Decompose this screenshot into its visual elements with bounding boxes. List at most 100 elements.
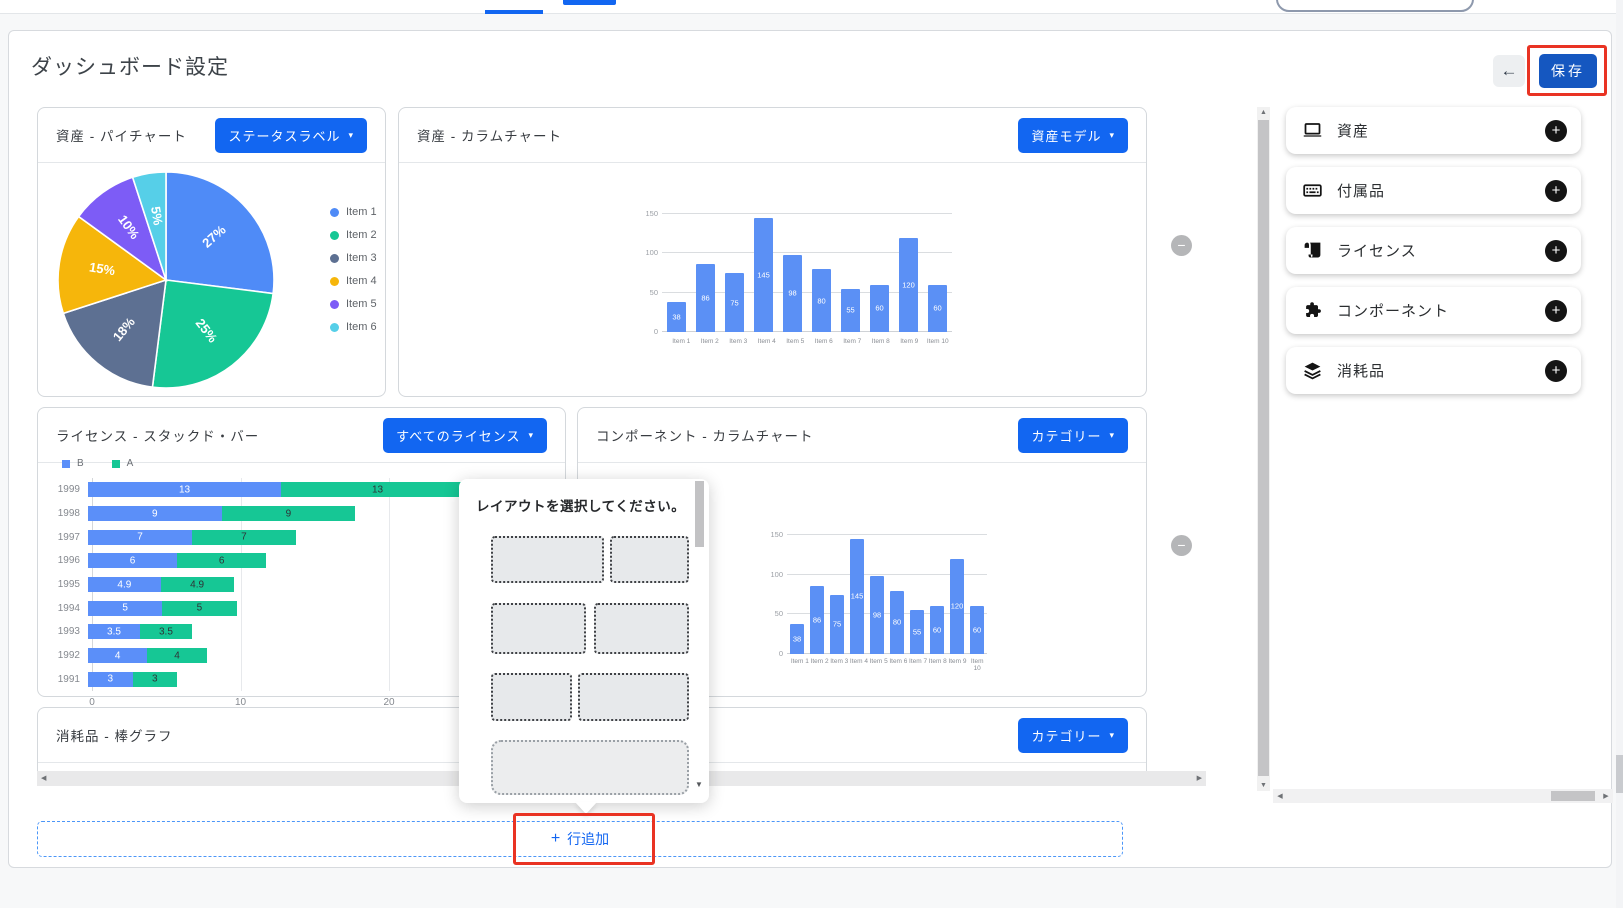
bar-category-label: Item 3 [830, 658, 849, 665]
bar-value-label: 3 [107, 673, 114, 685]
sidebar-horizontal-scrollbar[interactable]: ◀ ▶ [1273, 789, 1613, 803]
bar: 60 [928, 284, 947, 332]
bar-category-label: Item 7 [909, 658, 928, 665]
axis-tick-label: 150 [645, 209, 658, 218]
add-licenses-widget-button[interactable]: + [1545, 239, 1567, 262]
add-components-widget-button[interactable]: + [1545, 299, 1567, 322]
grid-line [662, 252, 952, 254]
save-button[interactable]: 保存 [1539, 54, 1597, 88]
legend-item: Item 5 [330, 298, 377, 310]
asset-model-dropdown[interactable]: 資産モデル ▾ [1018, 117, 1128, 153]
laptop-icon [1303, 123, 1322, 137]
scroll-up-icon[interactable]: ▲ [1260, 109, 1267, 116]
panel-assets-pie: 資産 - パイチャート ステータスラベル ▾ 27% 25% 18% 15% 10% 5%… [37, 107, 386, 397]
scroll-down-icon[interactable]: ▼ [695, 780, 703, 789]
page-title: ダッシュボード設定 [31, 56, 229, 79]
bar-value-label: 3.5 [159, 626, 173, 638]
bar: 38 [790, 623, 804, 654]
grid-line [662, 291, 952, 293]
layout-option-box[interactable] [609, 536, 689, 583]
bar: 55 [910, 610, 924, 654]
bar-category-label: Item 2 [700, 338, 719, 345]
bar: 86 [810, 585, 824, 654]
scrollbar-thumb[interactable] [1551, 791, 1595, 801]
legend-dot [330, 207, 339, 217]
search-input[interactable] [1276, 0, 1474, 12]
sidebar-item-licenses[interactable]: ライセンス + [1286, 227, 1581, 274]
scrollbar-thumb[interactable] [1258, 120, 1269, 776]
sidebar-item-accessories[interactable]: 付属品 + [1286, 167, 1581, 214]
grid-line [662, 213, 952, 214]
bar-segment: 13 [88, 482, 282, 498]
panel-title: 資産 - カラムチャート [417, 129, 562, 144]
bar: 60 [870, 284, 889, 332]
axis-tick-label: 1996 [57, 555, 80, 567]
bar: 75 [830, 594, 844, 654]
remove-row-2-button[interactable]: − [1171, 535, 1192, 556]
bar-category-label: Item 8 [871, 338, 890, 345]
layout-option-box[interactable] [593, 603, 689, 654]
axis-tick-label: 100 [770, 569, 783, 579]
all-licenses-dropdown[interactable]: すべてのライセンス ▾ [383, 417, 547, 453]
bar-segment: 9 [88, 506, 222, 522]
popup-pointer [575, 802, 597, 814]
popup-scrollbar[interactable]: ▼ [695, 481, 704, 789]
scroll-right-icon[interactable]: ▶ [1196, 775, 1202, 782]
grid-line [662, 331, 952, 332]
category-dropdown[interactable]: カテゴリー ▾ [1018, 717, 1128, 753]
grid-line [787, 613, 987, 615]
grid-line [240, 478, 242, 692]
legend-dot [330, 253, 339, 263]
back-button[interactable]: ← [1493, 55, 1525, 87]
legend-dot [330, 299, 339, 309]
axis-tick-label: 1998 [57, 508, 80, 520]
bars: 38 86 75 145 98 80 55 60 120 60 [787, 538, 990, 654]
layout-option-box[interactable] [578, 673, 689, 721]
bar-segment: 3 [132, 671, 178, 687]
sidebar-item-consumables[interactable]: 消耗品 + [1286, 347, 1581, 394]
legend-dot [330, 230, 339, 240]
scroll-left-icon[interactable]: ◀ [41, 775, 47, 782]
bar-category-label: Item 9 [900, 338, 919, 345]
scroll-left-icon[interactable]: ◀ [1277, 793, 1283, 800]
partial-tab-button[interactable] [563, 0, 616, 5]
legend-label: Item 1 [346, 206, 377, 218]
sidebar-item-components[interactable]: コンポーネント + [1286, 287, 1581, 334]
layout-option-box[interactable] [491, 603, 587, 654]
add-assets-widget-button[interactable]: + [1545, 119, 1567, 142]
legend-label: A [126, 458, 134, 469]
add-consumables-widget-button[interactable]: + [1545, 359, 1567, 382]
status-label-dropdown[interactable]: ステータスラベル ▾ [215, 117, 367, 153]
plus-icon: + [1551, 361, 1561, 379]
category-dropdown[interactable]: カテゴリー ▾ [1018, 417, 1128, 453]
bar-value-label: 38 [792, 634, 802, 644]
scrollbar-thumb[interactable] [1616, 755, 1623, 793]
layout-option-row [491, 603, 689, 654]
bar-value-label: 60 [972, 625, 982, 635]
bar-segment: 5 [162, 600, 237, 616]
bar-segment: 3.5 [88, 624, 140, 640]
bar-value-label: 6 [218, 555, 225, 567]
axis-tick-label: 0 [653, 327, 658, 336]
bar-category-label: Item 10 [970, 658, 984, 672]
pie-slice [151, 279, 275, 389]
scrollbar-thumb[interactable] [695, 481, 704, 547]
grid-line [787, 534, 987, 535]
bar: 145 [754, 217, 773, 332]
bar-value-label: 5 [122, 602, 128, 614]
sidebar-item-assets[interactable]: 資産 + [1286, 107, 1581, 154]
add-row-button[interactable]: + 行追加 [37, 821, 1123, 857]
panel-header: 資産 - カラムチャート 資産モデル ▾ [399, 108, 1146, 163]
bar: 98 [783, 254, 802, 332]
layout-option-box[interactable] [491, 536, 604, 583]
add-accessories-widget-button[interactable]: + [1545, 179, 1567, 202]
layout-option-box[interactable] [491, 673, 573, 721]
main-vertical-scrollbar[interactable]: ▲ ▼ [1257, 107, 1270, 791]
scroll-right-icon[interactable]: ▶ [1603, 793, 1609, 800]
axis-tick-label: 1995 [57, 579, 80, 591]
remove-row-1-button[interactable]: − [1171, 235, 1192, 256]
scroll-down-icon[interactable]: ▼ [1260, 782, 1267, 789]
bar-category-label: Item 3 [729, 338, 748, 345]
page-vertical-scrollbar[interactable] [1616, 0, 1623, 908]
layout-option-box[interactable] [491, 740, 689, 795]
